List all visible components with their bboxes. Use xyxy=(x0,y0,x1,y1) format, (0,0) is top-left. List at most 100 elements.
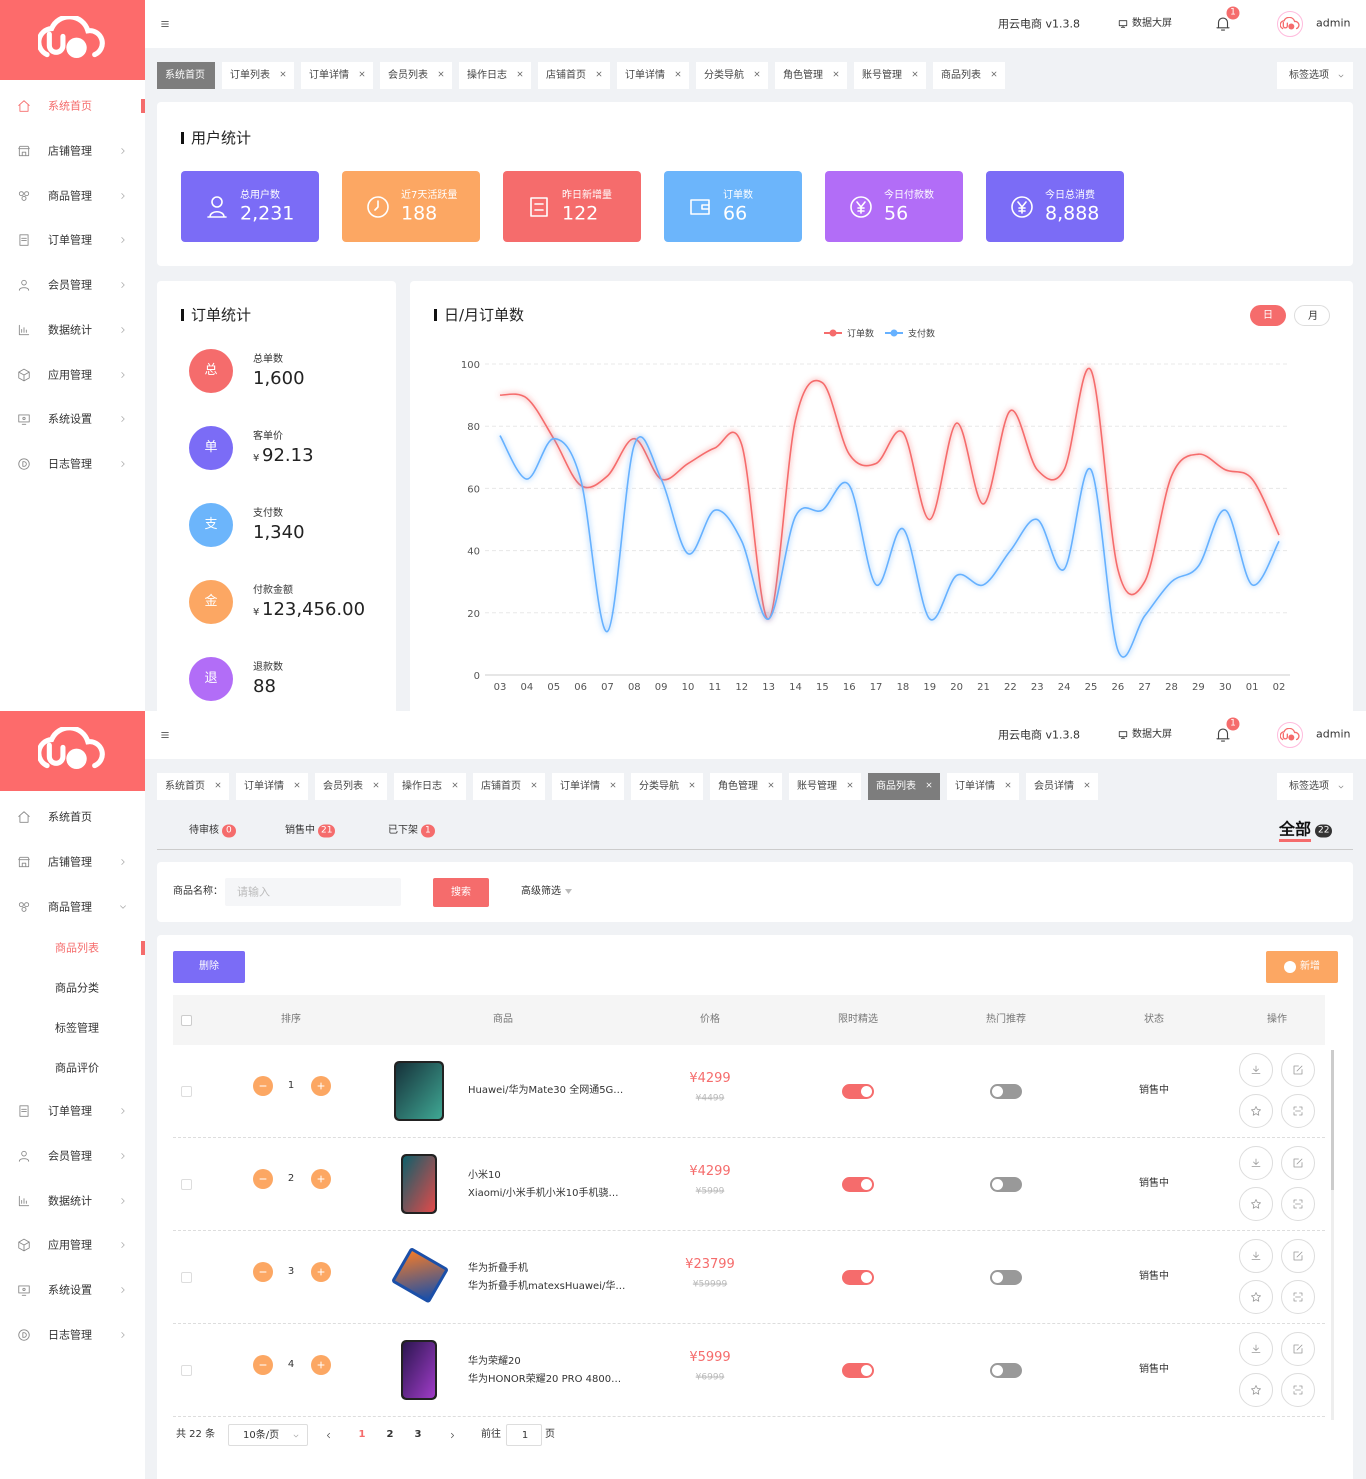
menu-item[interactable]: 日志管理 xyxy=(48,457,92,471)
tab-label[interactable]: 订单列表 xyxy=(230,70,270,81)
status-tab[interactable]: 销售中 xyxy=(285,825,315,836)
submenu-item[interactable]: 商品列表 xyxy=(55,941,99,955)
scan-button[interactable] xyxy=(1281,1280,1315,1314)
tab[interactable]: 订单详情 xyxy=(617,62,689,89)
tab-label[interactable]: 订单详情 xyxy=(955,781,995,792)
plus-button[interactable] xyxy=(311,1169,331,1189)
menu-item[interactable]: 应用管理 xyxy=(48,1238,92,1252)
scan-button[interactable] xyxy=(1281,1187,1315,1221)
minus-button[interactable] xyxy=(253,1169,273,1189)
tab[interactable]: 账号管理 xyxy=(854,62,926,89)
search-input[interactable]: 请输入 xyxy=(225,878,401,906)
checkbox[interactable] xyxy=(181,1086,192,1097)
toggle-off[interactable] xyxy=(990,1177,1022,1192)
tab[interactable]: 订单详情 xyxy=(236,773,308,800)
chart-toggle[interactable]: 月 xyxy=(1294,305,1330,326)
minus-button[interactable] xyxy=(253,1355,273,1375)
minus-button[interactable] xyxy=(253,1262,273,1282)
menu-item[interactable]: 系统首页 xyxy=(48,99,92,113)
edit-button[interactable] xyxy=(1281,1332,1315,1366)
goto-input[interactable]: 1 xyxy=(506,1424,542,1446)
menu-item[interactable]: 会员管理 xyxy=(48,278,92,292)
tab-label[interactable]: 分类导航 xyxy=(639,781,679,792)
tab[interactable]: 订单列表 xyxy=(222,62,294,89)
tab-label[interactable]: 操作日志 xyxy=(467,70,507,81)
tab[interactable]: 系统首页 xyxy=(157,62,215,89)
plus-button[interactable] xyxy=(311,1076,331,1096)
tab-label[interactable]: 店铺首页 xyxy=(546,70,586,81)
tab[interactable]: 会员列表 xyxy=(315,773,387,800)
toggle-on[interactable] xyxy=(842,1270,874,1285)
download-button[interactable] xyxy=(1239,1239,1273,1273)
tab[interactable]: 会员详情 xyxy=(1026,773,1098,800)
tab[interactable]: 会员列表 xyxy=(380,62,452,89)
tab[interactable]: 系统首页 xyxy=(157,773,229,800)
menu-item[interactable]: 商品管理 xyxy=(48,188,92,202)
tab-label[interactable]: 订单详情 xyxy=(244,781,284,792)
tab[interactable]: 商品列表 xyxy=(933,62,1005,89)
chart-toggle[interactable]: 日 xyxy=(1250,305,1286,326)
toggle-on[interactable] xyxy=(842,1363,874,1378)
search-button[interactable]: 搜索 xyxy=(433,878,489,907)
star-button[interactable] xyxy=(1239,1187,1273,1221)
submenu-item[interactable]: 商品评价 xyxy=(55,1061,99,1075)
tab-label[interactable]: 会员列表 xyxy=(388,70,428,81)
edit-button[interactable] xyxy=(1281,1053,1315,1087)
toggle-off[interactable] xyxy=(990,1270,1022,1285)
tab-label[interactable]: 分类导航 xyxy=(704,70,744,81)
tab-label[interactable]: 订单详情 xyxy=(560,781,600,792)
tab-label[interactable]: 角色管理 xyxy=(718,781,758,792)
star-button[interactable] xyxy=(1239,1280,1273,1314)
menu-item[interactable]: 系统设置 xyxy=(48,1283,92,1297)
page-number[interactable]: 1 xyxy=(358,1429,366,1440)
menu-item[interactable]: 应用管理 xyxy=(48,367,92,381)
tab[interactable]: 分类导航 xyxy=(631,773,703,800)
tab[interactable]: 角色管理 xyxy=(775,62,847,89)
menu-item[interactable]: 店铺管理 xyxy=(48,855,92,869)
tab[interactable]: 分类导航 xyxy=(696,62,768,89)
big-screen-link[interactable]: 数据大屏 xyxy=(1132,729,1172,740)
menu-item[interactable]: 订单管理 xyxy=(48,1104,92,1118)
add-button[interactable]: 新增 xyxy=(1266,951,1338,983)
edit-button[interactable] xyxy=(1281,1239,1315,1273)
tab[interactable]: 订单详情 xyxy=(947,773,1019,800)
tab[interactable]: 角色管理 xyxy=(710,773,782,800)
tab-label[interactable]: 店铺首页 xyxy=(481,781,521,792)
tab-label[interactable]: 账号管理 xyxy=(797,781,837,792)
scan-button[interactable] xyxy=(1281,1373,1315,1407)
checkbox[interactable] xyxy=(181,1015,192,1026)
tab[interactable]: 店铺首页 xyxy=(473,773,545,800)
tab-label[interactable]: 商品列表 xyxy=(941,70,981,81)
checkbox[interactable] xyxy=(181,1272,192,1283)
menu-item[interactable]: 日志管理 xyxy=(48,1328,92,1342)
menu-item[interactable]: 系统设置 xyxy=(48,412,92,426)
tab[interactable]: 店铺首页 xyxy=(538,62,610,89)
menu-item[interactable]: 数据统计 xyxy=(48,1194,92,1207)
tab[interactable]: 操作日志 xyxy=(459,62,531,89)
tab[interactable]: 账号管理 xyxy=(789,773,861,800)
user-name[interactable]: admin xyxy=(1316,16,1351,30)
submenu-item[interactable]: 商品分类 xyxy=(55,981,99,995)
menu-item[interactable]: 数据统计 xyxy=(48,323,92,337)
toggle-off[interactable] xyxy=(990,1084,1022,1099)
tab-label[interactable]: 系统首页 xyxy=(165,781,205,792)
star-button[interactable] xyxy=(1239,1373,1273,1407)
download-button[interactable] xyxy=(1239,1332,1273,1366)
menu-item[interactable]: 系统首页 xyxy=(48,810,92,824)
status-tab-all[interactable]: 全部 xyxy=(1279,819,1312,839)
page-number[interactable]: 3 xyxy=(414,1429,422,1440)
menu-item[interactable]: 订单管理 xyxy=(48,233,92,247)
tab-label[interactable]: 会员列表 xyxy=(323,781,363,792)
page-size-select[interactable]: 10条/页 xyxy=(228,1424,308,1446)
toggle-on[interactable] xyxy=(842,1084,874,1099)
plus-button[interactable] xyxy=(311,1262,331,1282)
user-name[interactable]: admin xyxy=(1316,727,1351,741)
checkbox[interactable] xyxy=(181,1365,192,1376)
checkbox[interactable] xyxy=(181,1179,192,1190)
tab-options[interactable]: 标签选项 xyxy=(1277,773,1353,800)
tab-label[interactable]: 系统首页 xyxy=(165,70,205,81)
tab-options[interactable]: 标签选项 xyxy=(1277,62,1353,89)
scan-button[interactable] xyxy=(1281,1094,1315,1128)
download-button[interactable] xyxy=(1239,1146,1273,1180)
advanced-filter[interactable]: 高级筛选 xyxy=(521,886,561,897)
